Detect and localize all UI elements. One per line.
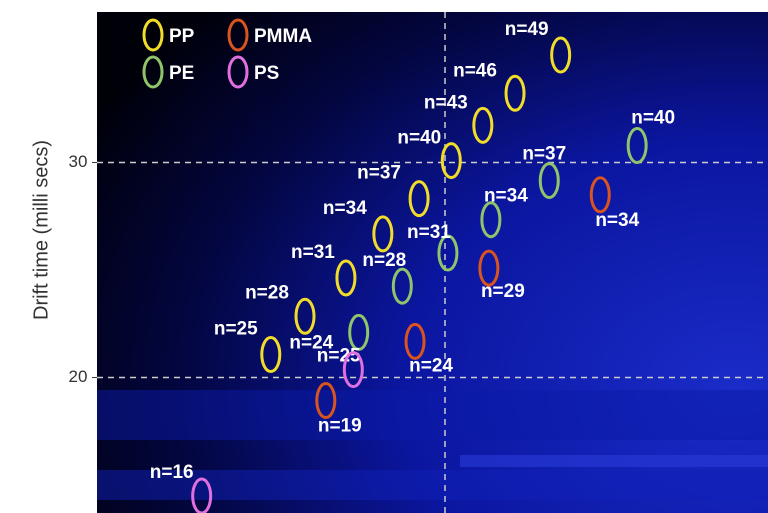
point-label: n=19 [318, 416, 362, 437]
band [460, 455, 768, 467]
point-label: n=31 [291, 242, 335, 263]
legend-label: PMMA [254, 26, 312, 47]
point-label: n=43 [424, 92, 468, 113]
legend-label: PS [254, 63, 279, 84]
legend-label: PP [169, 26, 195, 47]
point-label: n=24 [289, 333, 333, 354]
page: {"chart_data": {"type": "scatter", "y_la… [0, 0, 768, 513]
point-label: n=34 [484, 186, 528, 207]
point-label: n=34 [595, 210, 639, 231]
point-label: n=37 [357, 163, 401, 184]
point-label: n=29 [481, 281, 525, 302]
y-axis-label: Drift time (milli secs) [30, 140, 52, 320]
point-label: n=16 [150, 462, 194, 483]
point-label: n=25 [214, 319, 258, 340]
point-label: n=28 [245, 282, 289, 303]
point-label: n=49 [505, 19, 549, 40]
legend-label: PE [169, 63, 194, 84]
point-label: n=46 [453, 60, 497, 81]
y-tick-label: 20 [69, 367, 88, 386]
point-label: n=34 [323, 198, 367, 219]
point-label: n=28 [362, 250, 406, 271]
point-label: n=40 [397, 128, 441, 149]
chart: Drift time (milli secs) 2030n=25n=28n=31… [0, 0, 768, 513]
point-label: n=40 [631, 108, 675, 129]
point-label: n=37 [522, 144, 566, 165]
point-label: n=31 [407, 222, 451, 243]
y-tick-label: 30 [69, 152, 88, 171]
band [97, 390, 768, 440]
point-label: n=24 [409, 355, 453, 376]
band [97, 470, 768, 500]
